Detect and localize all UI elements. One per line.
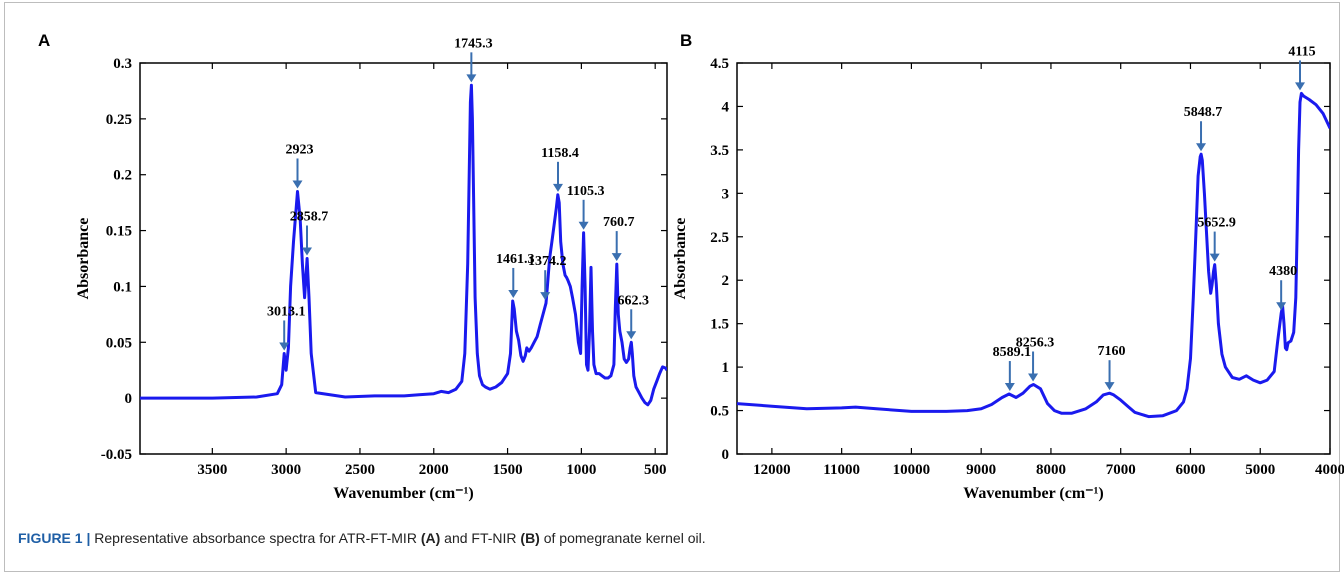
- panel-b-plot-frame: [736, 62, 1331, 455]
- panel-a-peak-arrowhead: [626, 331, 637, 340]
- panel-b-y-tick-label: 2: [722, 273, 730, 289]
- panel-a-y-tick-label: -0.05: [101, 447, 132, 463]
- panel-a-x-tick-label: 2500: [345, 462, 375, 478]
- caption-text-1: Representative absorbance spectra for AT…: [94, 530, 421, 546]
- panel-a-x-tick-label: 1000: [566, 462, 596, 478]
- panel-a-peak-label: 2923: [286, 142, 314, 157]
- caption-ref-a: (A): [420, 530, 441, 546]
- caption-figure-label: FIGURE 1: [18, 530, 83, 546]
- panel-a-chart: -0.05 0 0.05 0.1 0.15 0.2 0.25 0.3 3500 3000 2500 2…: [75, 36, 668, 502]
- panel-b-y-tick-label: 3: [722, 186, 730, 202]
- panel-a-y-tick-label: 0.3: [113, 56, 132, 72]
- panel-a-spectrum-line: [140, 83, 667, 407]
- panel-a-x-tick-label: 3500: [197, 462, 227, 478]
- panel-a-plot-frame: [139, 62, 668, 455]
- figure-frame: [4, 2, 1340, 572]
- panel-b-peak-label: 5848.7: [1184, 105, 1223, 120]
- panel-b-x-tick-label: 9000: [966, 462, 996, 478]
- panel-a-letter: A: [38, 31, 50, 50]
- panel-b-peak-label: 7160: [1098, 344, 1126, 359]
- panel-b-y-tick-label: 1.5: [710, 317, 729, 333]
- panel-a-peak-arrowhead: [508, 289, 519, 298]
- panel-b-peak-label: 8589.1: [993, 345, 1032, 360]
- panel-b-y-axis-title: Absorbance: [672, 218, 689, 300]
- panel-a-y-tick-label: 0: [125, 391, 133, 407]
- panel-b-y-tick-label: 4.5: [710, 56, 729, 72]
- figure-caption: FIGURE 1 | Representative absorbance spe…: [18, 530, 706, 546]
- panel-a-peak-arrowhead: [578, 221, 589, 230]
- panel-b-x-tick-label: 4000: [1315, 462, 1344, 478]
- panel-b-x-tick-label: 5000: [1245, 462, 1275, 478]
- panel-b-peak-label: 4380: [1269, 264, 1297, 279]
- panel-a-peak-arrowhead: [292, 180, 303, 189]
- panel-a-y-tick-label: 0.1: [113, 279, 132, 295]
- panel-b-letter: B: [680, 31, 692, 50]
- panel-b-peak-label: 4115: [1288, 44, 1315, 59]
- caption-ref-b: (B): [520, 530, 540, 546]
- panel-b-x-axis-title: Wavenumber (cm⁻¹): [963, 485, 1103, 502]
- panel-b-y-tick-label: 4: [722, 99, 730, 115]
- panel-b-x-tick-label: 7000: [1106, 462, 1136, 478]
- panel-a-x-axis-title: Wavenumber (cm⁻¹): [333, 485, 473, 502]
- panel-b-peak-arrowhead: [1209, 253, 1220, 262]
- panel-b-peak-arrowhead: [1295, 82, 1306, 91]
- panel-a-peak-label: 2858.7: [290, 210, 329, 225]
- panel-b-peak-arrowhead: [1196, 143, 1207, 152]
- caption-separator: |: [86, 530, 91, 546]
- panel-b-chart: 0 0.5 1 1.5 2 2.5 3 3.5 4 4.5 12000 11000 10000 9000 8…: [672, 44, 1344, 502]
- panel-a-x-tick-label: 2000: [419, 462, 449, 478]
- panel-a-peak-label: 760.7: [603, 215, 635, 230]
- panel-b-x-tick-label: 8000: [1036, 462, 1066, 478]
- panel-b-y-tick-label: 0: [722, 447, 730, 463]
- panel-a-peak-label: 1105.3: [567, 184, 605, 199]
- panel-a-peak-label: 662.3: [617, 293, 649, 308]
- panel-b-y-tick-label: 2.5: [710, 230, 729, 246]
- panel-a-peak-label: 3013.1: [267, 304, 306, 319]
- panel-b-peak-arrowhead: [1104, 382, 1115, 391]
- panel-b-y-tick-label: 3.5: [710, 143, 729, 159]
- panel-a-peak-label: 1158.4: [541, 146, 579, 161]
- panel-a-x-tick-label: 1500: [493, 462, 523, 478]
- panel-a-peak-arrowhead: [279, 342, 290, 351]
- caption-text-3: of pomegranate kernel oil.: [539, 530, 706, 546]
- panel-b-y-tick-label: 1: [722, 360, 730, 376]
- panel-a-y-tick-label: 0.2: [113, 168, 132, 184]
- panel-a-peak-arrowhead: [540, 292, 551, 301]
- panel-a-peak-label: 1461.3: [496, 252, 535, 267]
- panel-a-peak-arrowhead: [552, 183, 563, 192]
- panel-b-x-tick-label: 11000: [823, 462, 860, 478]
- panel-a-peak-label: 1374.2: [528, 254, 567, 269]
- panel-b-peak-arrowhead: [1276, 302, 1287, 311]
- panel-b-peak-label: 8256.3: [1016, 335, 1055, 350]
- panel-b-x-tick-label: 10000: [893, 462, 931, 478]
- panel-b-peak-label: 5652.9: [1197, 216, 1236, 231]
- panel-b-x-tick-label: 6000: [1175, 462, 1205, 478]
- caption-text-2: and FT-NIR: [440, 530, 521, 546]
- panel-b-y-tick-label: 0.5: [710, 404, 729, 420]
- panel-a-peak-arrowhead: [302, 247, 313, 256]
- panel-a-peak-arrowhead: [466, 74, 477, 83]
- panel-a-x-tick-label: 3000: [271, 462, 301, 478]
- panel-b-peak-arrowhead: [1028, 373, 1039, 382]
- panel-a-y-axis-title: Absorbance: [75, 218, 92, 300]
- panel-b-peak-arrowhead: [1004, 383, 1015, 392]
- panel-a-y-tick-label: 0.25: [106, 112, 132, 128]
- panel-a-y-tick-label: 0.05: [106, 335, 132, 351]
- panel-a-peak-arrowhead: [611, 253, 622, 262]
- panel-a-y-tick-label: 0.15: [106, 224, 132, 240]
- panel-a-x-tick-label: 500: [644, 462, 667, 478]
- panel-b-spectrum-line: [737, 91, 1330, 419]
- panel-b-x-tick-label: 12000: [753, 462, 791, 478]
- panel-a-peak-label: 1745.3: [454, 36, 493, 51]
